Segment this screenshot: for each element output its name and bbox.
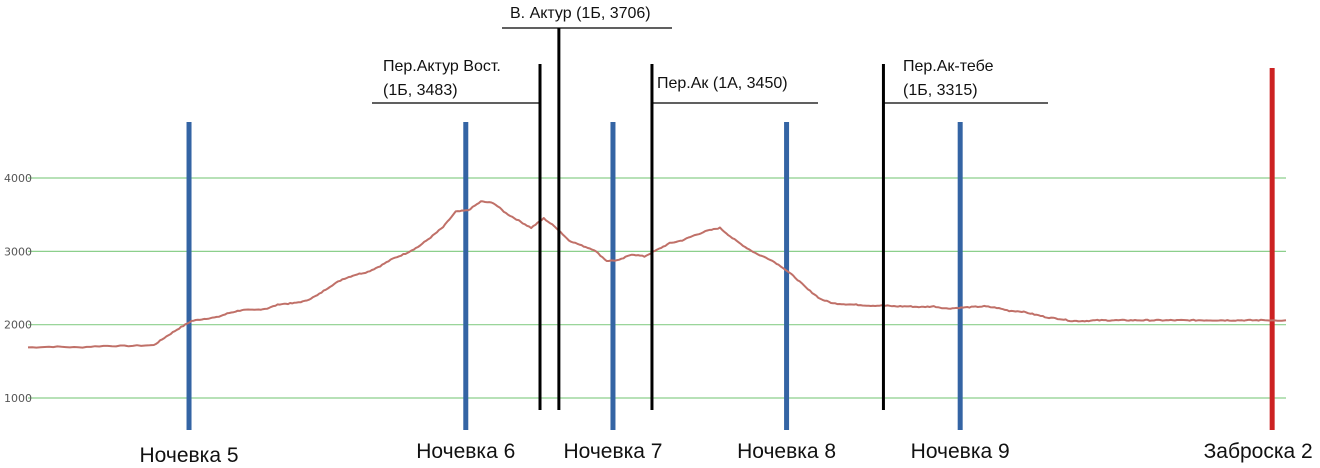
y-tick-label-1000: 1000: [4, 392, 32, 405]
elevation-profile: [27, 200, 1287, 349]
pass-label-4: Пер.Ак-тебе: [903, 58, 994, 75]
pass-label-3: Пер.Ак (1А, 3450): [657, 75, 788, 92]
pass-label-1: В. Актур (1Б, 3706): [510, 5, 651, 22]
camp-label-3: Ночевка 7: [563, 440, 662, 463]
y-tick-label-3000: 3000: [4, 245, 32, 258]
grid-lines: [28, 177, 1286, 399]
pass-label-4-line2: (1Б, 3315): [903, 82, 978, 99]
pass-markers: В. Актур (1Б, 3706) Пер.Актур Вост. (1Б, 3…: [372, 5, 1048, 410]
y-axis-ticks: 1000 2000 3000 4000: [4, 172, 32, 405]
bottom-labels: Ночевка 5 Ночевка 6 Ночевка 7 Ночевка 8 Ноче…: [140, 440, 1313, 467]
pass-label-2-line2: (1Б, 3483): [383, 82, 458, 99]
y-tick-label-2000: 2000: [4, 319, 32, 332]
elevation-line: [27, 200, 1287, 349]
camp-markers: [186, 122, 963, 430]
camp-label-1: Ночевка 5: [140, 444, 239, 467]
y-tick-label-4000: 4000: [4, 172, 32, 185]
camp-label-2: Ночевка 6: [416, 440, 515, 463]
drop-label: Заброска 2: [1204, 440, 1313, 463]
camp-label-5: Ночевка 9: [911, 440, 1010, 463]
pass-label-2: Пер.Актур Вост.: [383, 58, 501, 75]
camp-label-4: Ночевка 8: [737, 440, 836, 463]
